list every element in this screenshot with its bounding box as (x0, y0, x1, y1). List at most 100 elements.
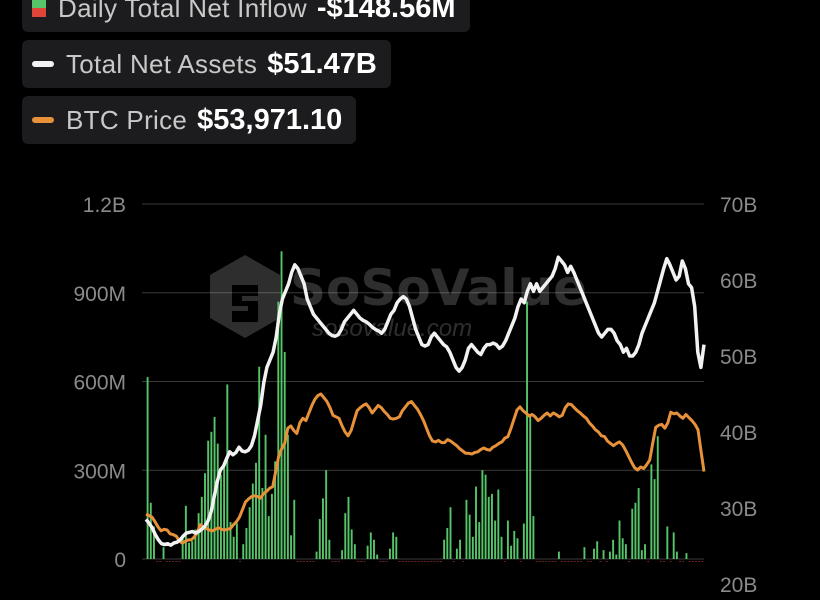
inflow-bar (168, 561, 171, 562)
inflow-bar (542, 561, 544, 562)
inflow-bar (475, 486, 477, 559)
inflow-bar (532, 516, 535, 559)
legend-net-inflow-label: Daily Total Net Inflow (58, 0, 307, 23)
inflow-bar (691, 561, 694, 562)
inflow-bar (347, 496, 350, 560)
inflow-bar (430, 561, 433, 562)
inflow-bar (153, 526, 155, 559)
inflow-bar (672, 532, 675, 560)
grid-lines (142, 203, 704, 560)
inflow-bar (197, 513, 200, 559)
sosovalue-logo-icon (210, 255, 280, 338)
inflow-bar (235, 523, 238, 559)
left-tick-label: 0 (114, 549, 126, 572)
inflow-bar (567, 561, 570, 562)
inflow-bar (551, 561, 554, 562)
inflow-bar (554, 561, 557, 562)
inflow-bar (411, 561, 414, 562)
inflow-bar (283, 351, 286, 559)
inflow-bar (688, 561, 691, 562)
inflow-bar (484, 474, 487, 559)
inflow-bar (404, 561, 407, 562)
inflow-bar (653, 479, 656, 560)
inflow-bar (573, 561, 576, 562)
inflow-bar (621, 538, 624, 559)
inflow-bar (216, 443, 219, 560)
inflow-bar (478, 522, 481, 559)
inflow-bar (306, 561, 308, 562)
inflow-bar (640, 550, 643, 560)
inflow-bar (322, 498, 324, 559)
inflow-bar (258, 366, 261, 559)
inflow-bar (219, 474, 222, 559)
inflow-bar (593, 548, 595, 559)
inflow-bar (481, 470, 484, 559)
inflow-bar (379, 561, 382, 562)
inflow-bar (290, 535, 293, 559)
inflow-bar (146, 377, 149, 559)
inflow-bar (334, 561, 337, 562)
inflow-bar (280, 251, 283, 559)
inflow-bar (612, 539, 615, 559)
net-assets-line (144, 255, 706, 547)
inflow-bar (513, 530, 516, 559)
inflow-bar (232, 536, 235, 559)
inflow-bar (312, 561, 315, 562)
inflow-bar (669, 561, 672, 562)
inflow-bar (149, 502, 152, 559)
inflow-bar (242, 544, 245, 559)
inflow-bar (586, 561, 589, 562)
inflow-bar (656, 436, 659, 559)
right-tick-label: 30B (720, 498, 757, 521)
left-tick-label: 900M (73, 283, 126, 306)
inflow-bar (239, 561, 242, 562)
inflow-bar (433, 561, 436, 562)
inflow-bar (424, 561, 426, 562)
net-assets-line-icon (32, 61, 54, 67)
inflow-bar (376, 554, 379, 559)
inflow-bar (318, 519, 321, 559)
right-axis: 20B 30B 40B 50B 60B 70B (720, 194, 757, 597)
inflow-bar (647, 561, 650, 562)
inflow-bar (468, 514, 471, 560)
inflow-bar (337, 561, 340, 562)
inflow-bar (487, 496, 490, 560)
inflow-bars (146, 251, 704, 562)
inflow-bar (398, 561, 401, 562)
inflow-bar (353, 544, 356, 559)
watermark-url: sosovalue.com (312, 315, 472, 342)
inflow-bar (156, 561, 159, 562)
inflow-bar (599, 561, 602, 562)
inflow-bar (465, 499, 468, 559)
inflow-bar (497, 489, 500, 559)
inflow-bar (449, 507, 452, 559)
inflow-bar (436, 561, 439, 562)
inflow-bar (382, 561, 385, 562)
inflow-bar (363, 561, 366, 562)
inflow-bar (223, 464, 226, 559)
right-tick-label: 40B (720, 422, 757, 445)
inflow-bar (596, 541, 599, 559)
inflow-bar (580, 561, 583, 562)
inflow-bar (293, 499, 296, 559)
inflow-bar (388, 548, 391, 559)
left-tick-label: 1.2B (83, 194, 126, 217)
inflow-bar (194, 529, 197, 559)
inflow-bar (315, 551, 318, 559)
inflow-bar (408, 561, 411, 562)
inflow-bar (392, 532, 395, 560)
inflow-bar (248, 507, 251, 559)
inflow-bar (369, 532, 372, 560)
inflow-bar (178, 561, 181, 562)
inflow-bar (685, 553, 688, 559)
inflow-bar (162, 547, 165, 559)
inflow-bar (302, 561, 305, 562)
inflow-bar (608, 551, 611, 559)
inflow-bar (286, 434, 289, 559)
left-tick-label: 300M (73, 460, 126, 483)
inflow-bar (255, 462, 257, 559)
inflow-bar (427, 561, 430, 562)
right-tick-label: 60B (720, 270, 757, 293)
inflow-bar (366, 545, 369, 559)
inflow-bar (267, 516, 270, 559)
